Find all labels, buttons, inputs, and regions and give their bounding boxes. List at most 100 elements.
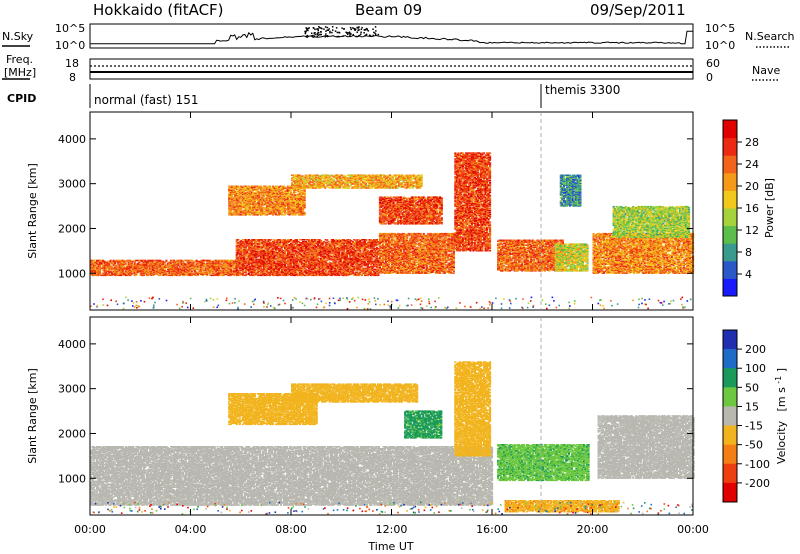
nave-right-tick-bottom: 0 [706, 71, 713, 84]
freq-left-tick-bottom: 8 [69, 71, 76, 84]
nsearch-dot [328, 28, 330, 30]
nsearch-dot [317, 28, 319, 30]
nsky-left-tick-bottom: 10^0 [55, 39, 85, 52]
data-cell [326, 239, 328, 241]
nsearch-dot [366, 28, 368, 30]
data-cell [110, 265, 112, 267]
data-cell [164, 269, 166, 271]
nsearch-dot [353, 34, 355, 36]
data-cell [270, 239, 272, 241]
nsearch-dot [327, 27, 329, 29]
nsearch-dot [327, 35, 329, 37]
nsearch-dot [336, 36, 338, 38]
data-cell [123, 266, 125, 268]
nsearch-dot [336, 27, 338, 29]
nsky-frame [90, 24, 693, 48]
nsearch-dot [361, 29, 363, 31]
nsky-left-tick-top: 10^5 [55, 22, 85, 35]
nsearch-dot [306, 27, 308, 29]
nsearch-dot [338, 36, 340, 38]
nsearch-dot [354, 29, 356, 31]
freq-left-unit: [MHz] [4, 66, 36, 79]
nsearch-dot [357, 30, 359, 32]
nsearch-dot [360, 33, 362, 35]
nsearch-dot [332, 26, 334, 28]
freq-left-tick-top: 18 [65, 57, 79, 70]
nsearch-dot [346, 32, 348, 34]
nsearch-dot [351, 29, 353, 31]
data-cell [237, 239, 239, 241]
nsearch-right-label: N.Search [745, 30, 795, 43]
nsearch-dot [331, 32, 333, 34]
data-cell [125, 263, 127, 265]
nsearch-dot [364, 29, 366, 31]
nsearch-dot [325, 30, 327, 32]
nsearch-dot [375, 26, 377, 28]
nsearch-dot [374, 33, 376, 35]
nsearch-dot [325, 26, 327, 28]
nsearch-dot [357, 32, 359, 34]
nsearch-dot [305, 33, 307, 35]
nsearch-dot [350, 27, 352, 29]
nsearch-dot [323, 28, 325, 30]
date-label: 09/Sep/2011 [590, 1, 686, 19]
nsky-right-tick-top: 10^5 [705, 22, 735, 35]
nsearch-dot [369, 35, 371, 37]
nsearch-dot [325, 35, 327, 37]
nsearch-dot [341, 27, 343, 29]
nsearch-dot [321, 28, 323, 30]
nsearch-dot [353, 28, 355, 30]
data-cell [328, 241, 330, 243]
cpid-strip: CPID normal (fast) 151 themis 3300 [7, 83, 620, 108]
nsky-strip: N.Sky 10^5 10^0 10^5 10^0 N.Search [2, 22, 795, 52]
data-cell [273, 261, 275, 263]
nsky-right-tick-bottom: 10^0 [705, 39, 735, 52]
nsearch-dot [364, 35, 366, 37]
cpid-label: CPID [7, 92, 36, 105]
nsearch-dot [317, 36, 319, 38]
nsearch-dot [375, 30, 377, 32]
nsearch-dot [311, 33, 313, 35]
nsearch-dot [329, 32, 331, 34]
nsky-trace [90, 31, 693, 44]
data-cell [165, 260, 167, 262]
data-cell [320, 240, 322, 242]
nsearch-dot [378, 34, 380, 36]
nsearch-dot [308, 27, 310, 29]
nsearch-dot [373, 35, 375, 37]
data-cell [264, 239, 266, 241]
nsearch-dot [358, 26, 360, 28]
nsearch-dot [361, 27, 363, 29]
nsearch-dot [339, 32, 341, 34]
nsearch-dot [318, 26, 320, 28]
data-cell [296, 239, 298, 241]
nsearch-dot [319, 34, 321, 36]
nsearch-dot [348, 32, 350, 34]
nsearch-dot [311, 35, 313, 37]
nsearch-dot [360, 32, 362, 34]
freq-frame [90, 59, 693, 79]
nsearch-dot [368, 30, 370, 32]
nsearch-dot [356, 36, 358, 38]
figure-title: Hokkaido (fitACF) [93, 1, 224, 19]
freq-left-label: Freq. [6, 53, 33, 66]
nsearch-dot [314, 36, 316, 38]
nsearch-dot [337, 32, 339, 34]
nsearch-dot [347, 34, 349, 36]
nsearch-dot [314, 32, 316, 34]
nsearch-dot [372, 29, 374, 31]
nsearch-dot [332, 29, 334, 31]
nsearch-dot [325, 33, 327, 35]
nsearch-dot [349, 36, 351, 38]
nsearch-dot [304, 31, 306, 33]
power-cells [90, 152, 694, 310]
nsearch-dot [328, 30, 330, 32]
nsearch-dot [317, 33, 319, 35]
nsearch-dot [329, 31, 331, 33]
nsearch-dot [343, 35, 345, 37]
nsky-left-label: N.Sky [2, 30, 34, 43]
nave-right-label: Nave [752, 64, 780, 77]
nsearch-dot [343, 28, 345, 30]
